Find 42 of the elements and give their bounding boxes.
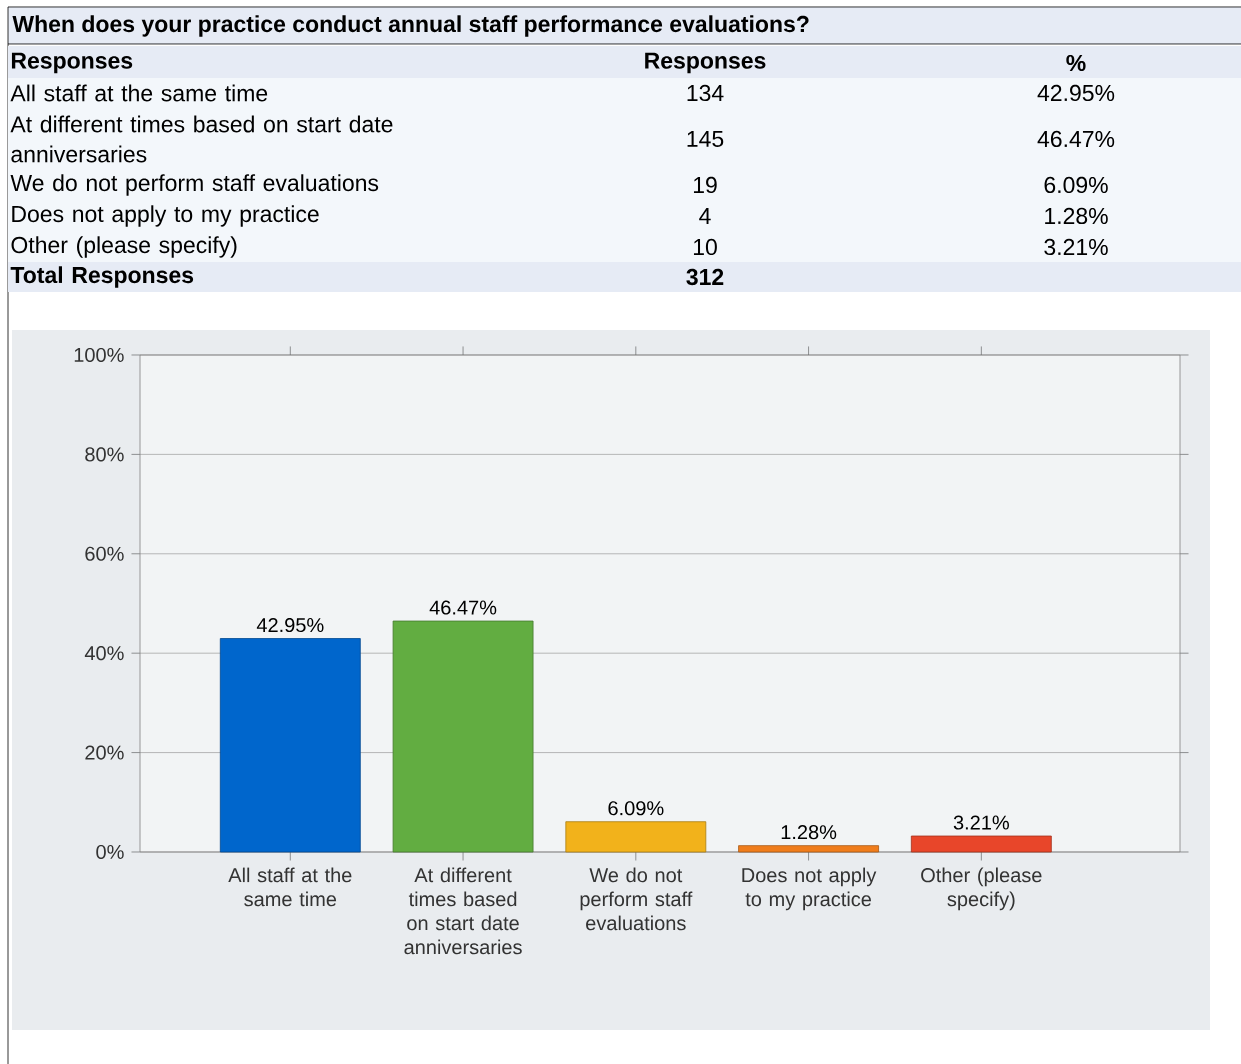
bar — [392, 620, 534, 853]
x-tick-label: Does not apply to my practice — [742, 867, 877, 911]
text: Responses — [645, 52, 766, 74]
data-label: 42.95% — [256, 617, 324, 633]
y-tick-label: 80% — [85, 447, 124, 462]
text: Other (please specify) — [11, 236, 237, 258]
bar — [738, 845, 879, 853]
text: At different times based on start date anniversaries — [10, 115, 393, 163]
y-tick-label: 20% — [85, 745, 124, 760]
y-tick-label: 60% — [85, 546, 124, 561]
x-tick-label: Other (please specify) — [921, 867, 1042, 911]
text: All staff at the same time — [10, 84, 268, 102]
y-tick-label: 40% — [84, 646, 124, 661]
data-label: 3.21% — [953, 815, 1009, 830]
text: 10 — [693, 238, 717, 256]
x-tick-label: All staff at the same time — [228, 867, 352, 907]
text: % — [1066, 54, 1086, 72]
text: 46.47% — [1037, 130, 1115, 148]
bar — [910, 835, 1052, 853]
data-label: 6.09% — [608, 801, 664, 816]
bar — [219, 638, 361, 853]
y-tick-label: 0% — [96, 844, 124, 860]
text: 312 — [686, 268, 724, 286]
y-tick-label: 100% — [74, 347, 124, 363]
text: Total Responses — [10, 266, 194, 288]
data-label: 46.47% — [429, 600, 497, 615]
data-label: 1.28% — [781, 825, 837, 840]
chart-title: When does your practice conduct annual staff performance evaluations? — [12, 15, 809, 37]
text: 19 — [693, 176, 717, 194]
text: Responses — [11, 52, 133, 74]
text: 145 — [687, 130, 724, 147]
text: We do not perform staff evaluations — [10, 174, 379, 196]
text: 134 — [687, 84, 724, 102]
text: Does not apply to my practice — [12, 205, 319, 227]
text: 6.09% — [1044, 176, 1108, 194]
text: 3.21% — [1044, 238, 1108, 256]
bar — [565, 821, 707, 853]
x-tick-label: At different times based on start date anniversaries — [404, 867, 522, 955]
x-tick-label: We do not perform staff evaluations — [580, 867, 693, 931]
text: 1.28% — [1045, 207, 1108, 225]
text: 4 — [699, 208, 711, 224]
text: 42.95% — [1037, 84, 1115, 102]
